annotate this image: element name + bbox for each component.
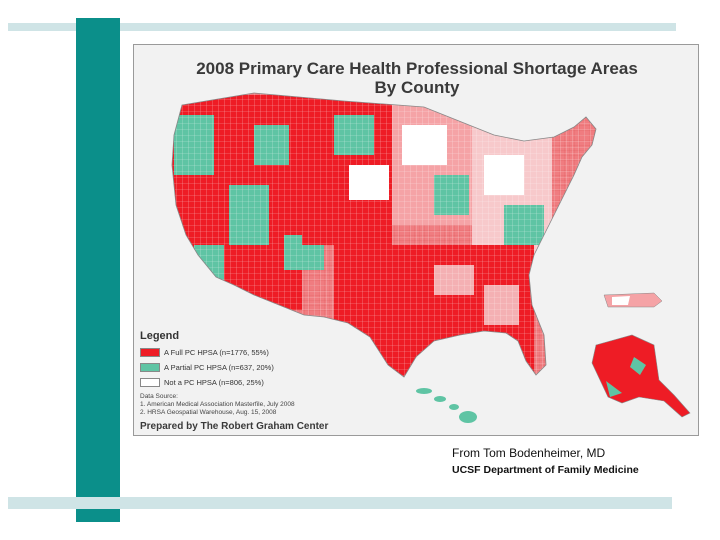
map-legend: Legend A Full PC HPSA (n=1776, 55%) A Pa… [140,330,350,417]
data-source-heading: Data Source: [140,393,178,400]
data-source-line: 1. American Medical Association Masterfi… [140,401,295,408]
prepared-by-caption: Prepared by The Robert Graham Center [140,421,329,432]
legend-item-not-hpsa: Not a PC HPSA (n=806, 25%) [140,376,350,388]
data-source-line: 2. HRSA Geospatial Warehouse, Aug. 15, 2… [140,409,277,416]
map-title: 2008 Primary Care Health Professional Sh… [196,59,638,97]
hawaii-inset [416,388,477,423]
legend-swatch-not [140,377,160,387]
legend-label-not: Not a PC HPSA (n=806, 25%) [164,377,264,387]
credit-affiliation: UCSF Department of Family Medicine [452,464,639,476]
top-decorative-stripe [8,23,676,31]
bottom-decorative-stripe [8,497,672,509]
alaska-inset [591,334,691,418]
credit-author: From Tom Bodenheimer, MD [452,446,606,460]
legend-item-full-hpsa: A Full PC HPSA (n=1776, 55%) [140,346,350,358]
legend-label-full: A Full PC HPSA (n=1776, 55%) [164,347,269,357]
us-county-map [171,92,691,423]
hpsa-map-image: 2008 Primary Care Health Professional Sh… [133,44,699,436]
data-source: Data Source: 1. American Medical Associa… [140,393,350,417]
legend-title: Legend [140,330,180,342]
legend-swatch-full [140,347,160,357]
puerto-rico-inset [603,292,663,308]
legend-swatch-partial [140,362,160,372]
legend-item-partial-hpsa: A Partial PC HPSA (n=637, 20%) [140,361,350,373]
left-accent-bar [76,18,120,522]
legend-label-partial: A Partial PC HPSA (n=637, 20%) [164,362,274,372]
